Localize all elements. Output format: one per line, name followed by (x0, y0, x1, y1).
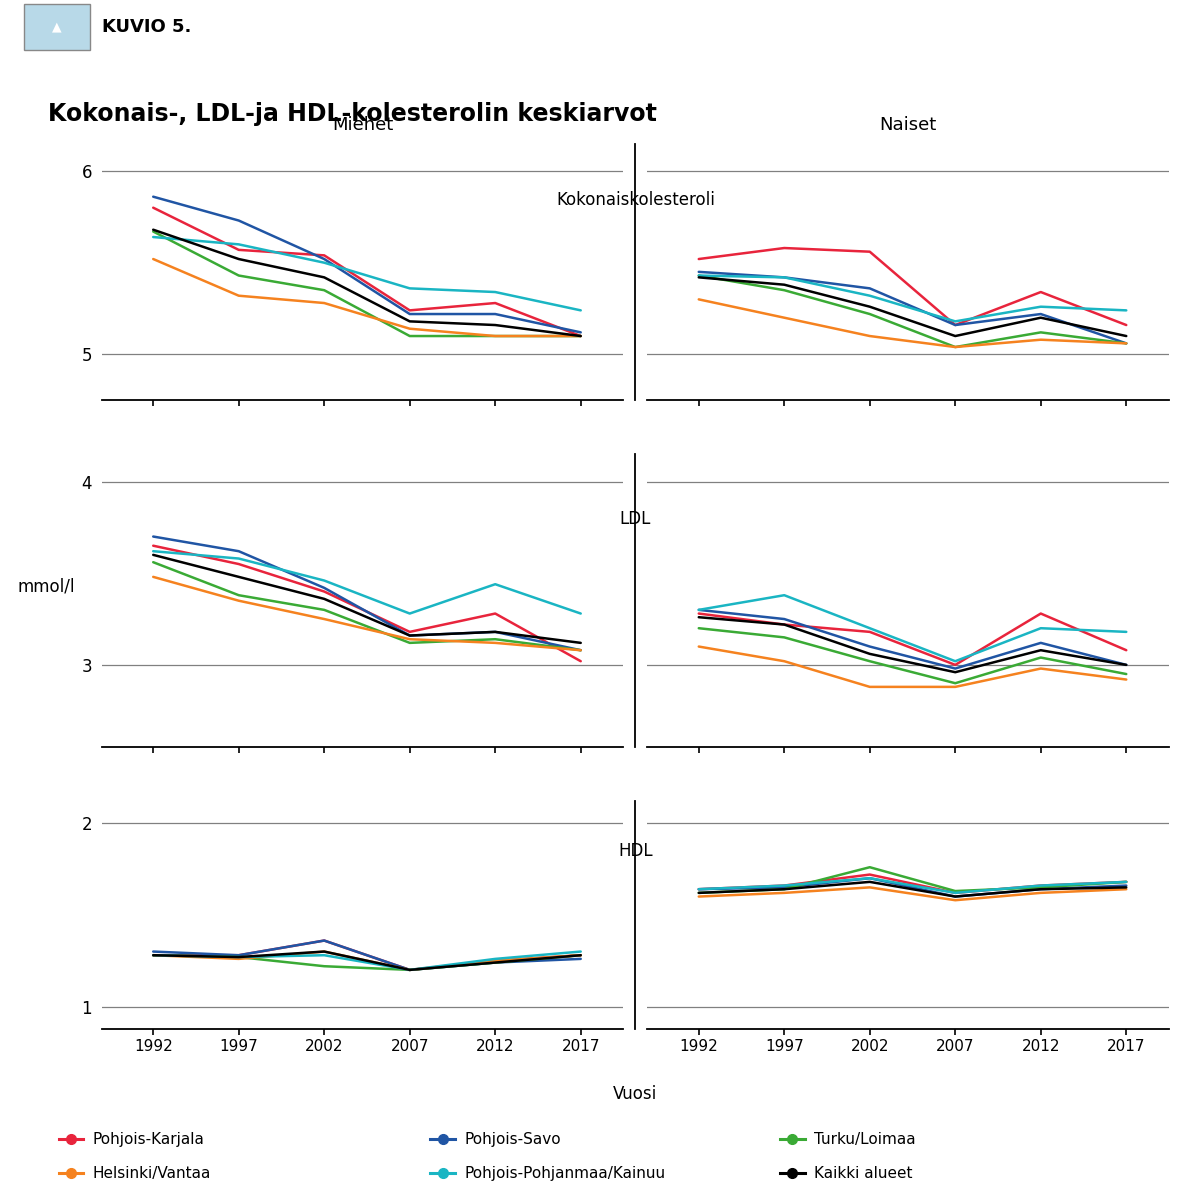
Text: Pohjois-Savo: Pohjois-Savo (464, 1131, 561, 1147)
Text: Vuosi: Vuosi (614, 1085, 657, 1104)
Text: ▲: ▲ (52, 20, 62, 33)
Text: mmol/l: mmol/l (18, 576, 76, 596)
Text: Miehet: Miehet (332, 116, 393, 134)
Text: Turku/Loimaa: Turku/Loimaa (814, 1131, 915, 1147)
Text: Kokonaiskolesteroli: Kokonaiskolesteroli (556, 191, 715, 209)
FancyBboxPatch shape (24, 5, 90, 49)
Text: KUVIO 5.: KUVIO 5. (102, 18, 192, 36)
Text: Kaikki alueet: Kaikki alueet (814, 1166, 912, 1180)
Text: Pohjois-Karjala: Pohjois-Karjala (92, 1131, 204, 1147)
Text: Pohjois-Pohjanmaa/Kainuu: Pohjois-Pohjanmaa/Kainuu (464, 1166, 665, 1180)
Text: LDL: LDL (620, 509, 651, 527)
Text: Kokonais-, LDL-ja HDL-kolesterolin keskiarvot: Kokonais-, LDL-ja HDL-kolesterolin keski… (48, 102, 657, 126)
Polygon shape (258, 0, 282, 54)
Text: Naiset: Naiset (880, 116, 936, 134)
Text: HDL: HDL (619, 842, 652, 860)
Text: Helsinki/Vantaa: Helsinki/Vantaa (92, 1166, 211, 1180)
